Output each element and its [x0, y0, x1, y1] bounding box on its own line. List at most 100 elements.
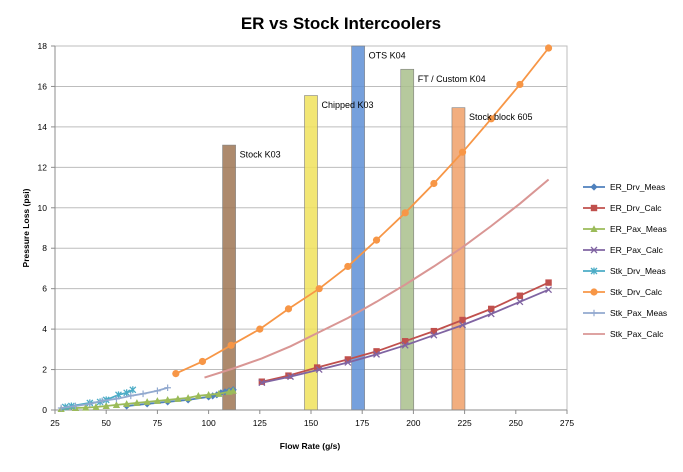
data-point [139, 390, 147, 398]
y-tick-label: 12 [38, 162, 48, 172]
data-point [198, 357, 207, 366]
x-tick-label: 175 [355, 418, 369, 428]
series-line [175, 47, 550, 375]
data-point [487, 310, 495, 318]
data-point [164, 396, 172, 403]
y-tick-label: 6 [42, 284, 47, 294]
data-point [373, 348, 380, 355]
series-Stk_Pax_Calc [204, 178, 550, 379]
data-point [133, 399, 141, 406]
bar-3 [400, 68, 415, 411]
chart-title: ER vs Stock Intercoolers [241, 14, 441, 33]
legend-label: Stk_Drv_Calc [610, 287, 663, 297]
x-tick-label: 275 [560, 418, 574, 428]
data-point [164, 384, 171, 392]
series-layer [57, 44, 553, 412]
data-point [129, 386, 137, 394]
data-point [172, 370, 180, 378]
x-axis-label: Flow Rate (g/s) [280, 441, 341, 451]
data-point [256, 325, 264, 333]
x-tick-label: 225 [458, 418, 472, 428]
data-point [227, 341, 235, 349]
legend-item: Stk_Drv_Meas [583, 266, 666, 276]
series-ER_Pax_Calc [258, 286, 553, 387]
data-point [92, 403, 100, 410]
x-tick-label: 200 [406, 418, 420, 428]
data-point [102, 402, 110, 409]
data-point [229, 386, 237, 394]
data-point [153, 397, 161, 404]
legend-label: Stk_Pax_Meas [610, 308, 667, 318]
data-point [590, 183, 598, 191]
tick-labels: 0 2 4 6 8 10 12 14 16 18 25 50 75 100 125 150 175 200 225 2… [38, 41, 575, 428]
series-line [204, 178, 550, 379]
data-point [590, 204, 598, 212]
data-point [205, 391, 213, 398]
legend-label: Stk_Drv_Meas [610, 266, 666, 276]
bar-labels: Stock K03 Chipped K03 OTS K04 FT / Custom K… [240, 51, 533, 160]
legend-item: Stk_Drv_Calc [583, 287, 663, 297]
data-point [430, 331, 438, 339]
bar-label: OTS K04 [369, 51, 406, 61]
y-tick-label: 2 [42, 365, 47, 375]
x-tick-label: 150 [304, 418, 318, 428]
bar-label: Stock K03 [240, 150, 281, 160]
legend-label: ER_Drv_Meas [610, 182, 665, 192]
data-point [458, 148, 467, 156]
data-point [545, 286, 553, 294]
data-point [154, 387, 161, 395]
data-point [184, 394, 192, 401]
legend: ER_Drv_Meas ER_Drv_Calc ER_Pax_Meas ER_Pax_… [583, 182, 667, 339]
data-point [590, 225, 598, 232]
x-tick-label: 75 [153, 418, 163, 428]
data-point [590, 246, 598, 254]
data-point [123, 389, 131, 397]
data-point [516, 80, 524, 89]
bar-label: Chipped K03 [322, 100, 374, 110]
data-point [315, 366, 323, 374]
data-point [215, 390, 223, 397]
y-tick-label: 4 [42, 324, 47, 334]
data-point [401, 341, 409, 349]
data-point [516, 292, 524, 299]
x-tick-label: 50 [101, 418, 111, 428]
bar-label: Stock block 605 [469, 112, 533, 122]
data-point [194, 392, 202, 399]
series-Stk_Drv_Calc [172, 44, 553, 378]
data-point [373, 350, 380, 358]
data-point [590, 288, 598, 296]
y-tick-label: 8 [42, 243, 47, 253]
data-point [430, 179, 438, 188]
x-tick-label: 25 [50, 418, 60, 428]
data-point [123, 400, 131, 407]
legend-item: ER_Drv_Meas [583, 182, 665, 192]
legend-label: Stk_Pax_Calc [610, 329, 664, 339]
data-point [401, 209, 409, 217]
data-point [459, 321, 467, 329]
data-point [459, 316, 466, 324]
data-point [284, 305, 293, 313]
legend-label: ER_Pax_Calc [610, 245, 664, 255]
legend-item: ER_Pax_Meas [583, 224, 667, 234]
data-point [344, 262, 352, 271]
data-point [344, 359, 352, 366]
legend-item: ER_Drv_Calc [583, 203, 662, 213]
data-point [86, 400, 94, 408]
series-Stk_Pax_Meas [57, 384, 171, 412]
data-point [488, 305, 495, 313]
y-tick-label: 18 [38, 41, 48, 51]
bar-label: FT / Custom K04 [418, 74, 486, 84]
bar-layer [222, 45, 466, 411]
data-point [402, 338, 409, 345]
data-point [285, 372, 292, 379]
data-point [545, 279, 552, 286]
data-point [143, 398, 151, 405]
x-tick-label: 250 [509, 418, 523, 428]
data-point [209, 392, 217, 400]
y-tick-label: 16 [38, 81, 48, 91]
data-point [72, 402, 79, 410]
data-point [344, 356, 352, 363]
data-point [98, 397, 106, 405]
y-tick-label: 10 [38, 203, 48, 213]
